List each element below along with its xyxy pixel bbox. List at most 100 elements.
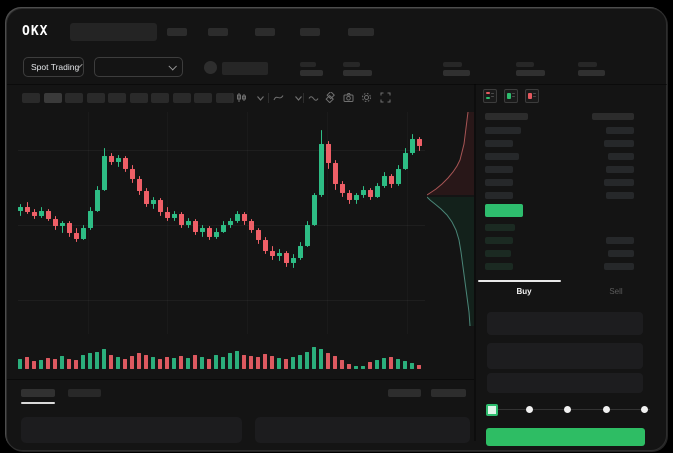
compare-icon[interactable] — [325, 92, 336, 103]
bid-row-price[interactable] — [485, 263, 513, 270]
candle — [319, 144, 324, 195]
book-asks-icon[interactable] — [525, 89, 539, 103]
timeframe-button-8[interactable] — [172, 93, 191, 103]
book-bids-icon[interactable] — [504, 89, 518, 103]
volume-bar — [25, 357, 29, 369]
order-field-3[interactable] — [487, 373, 643, 393]
caret-down-icon[interactable] — [294, 95, 305, 106]
order-field-2[interactable] — [487, 343, 643, 369]
candle — [417, 138, 422, 146]
timeframe-button-9[interactable] — [194, 93, 212, 103]
bid-row-price[interactable] — [485, 250, 511, 257]
bottom-action-1[interactable] — [388, 389, 421, 397]
volume-bar — [312, 346, 316, 369]
bid-row-amount[interactable] — [608, 250, 634, 257]
bottom-action-2[interactable] — [431, 389, 466, 397]
volume-bar — [333, 356, 337, 369]
ask-row-amount[interactable] — [606, 192, 634, 199]
ask-row-amount[interactable] — [606, 127, 634, 134]
book-combined-icon[interactable] — [483, 89, 497, 103]
candle — [186, 221, 191, 225]
timeframe-button-7[interactable] — [151, 93, 169, 103]
pair-selector-dropdown[interactable] — [94, 57, 183, 77]
timeframe-button-5[interactable] — [108, 93, 126, 103]
ask-row-price[interactable] — [485, 127, 521, 134]
bid-row-amount[interactable] — [604, 263, 634, 270]
nav-item-2[interactable] — [208, 28, 228, 36]
timeframe-button-3[interactable] — [65, 93, 83, 103]
bottom-panel-1 — [21, 417, 242, 443]
candle — [228, 221, 233, 225]
ask-row-price[interactable] — [485, 166, 513, 173]
bottom-tab-1[interactable] — [21, 389, 55, 397]
volume-bar — [249, 356, 253, 369]
timeframe-button-10[interactable] — [215, 93, 234, 103]
volume-bar — [116, 357, 120, 369]
ask-row-amount[interactable] — [604, 179, 634, 186]
bid-row-amount[interactable] — [606, 237, 634, 244]
volume-bar — [18, 358, 22, 369]
nav-item-1[interactable] — [167, 28, 187, 36]
candle — [333, 163, 338, 185]
bid-row-price[interactable] — [485, 237, 513, 244]
volume-bar — [389, 357, 393, 369]
okx-logo[interactable]: OKX — [22, 24, 49, 39]
candle — [368, 189, 373, 197]
stat-value-4 — [516, 70, 545, 76]
volume-bar — [46, 358, 50, 369]
camera-icon[interactable] — [343, 92, 354, 103]
ask-row-price[interactable] — [485, 140, 513, 147]
line-tools-icon[interactable] — [308, 92, 319, 103]
slider-stop-4[interactable] — [641, 406, 648, 413]
gridline-h — [18, 150, 425, 151]
ask-row-amount[interactable] — [606, 166, 634, 173]
volume-bar — [242, 354, 246, 369]
amount-slider-handle[interactable] — [486, 404, 498, 416]
ask-row-price[interactable] — [485, 192, 513, 199]
depth-chart — [427, 112, 474, 326]
order-field-1[interactable] — [487, 312, 643, 335]
volume-bar — [375, 359, 379, 369]
nav-item-5[interactable] — [348, 28, 374, 36]
candle — [102, 156, 107, 190]
header-divider — [7, 84, 667, 85]
candle — [389, 175, 394, 185]
slider-stop-1[interactable] — [525, 406, 533, 413]
nav-item-3[interactable] — [255, 28, 275, 36]
nav-item-4[interactable] — [300, 28, 320, 36]
timeframe-button-4[interactable] — [86, 93, 105, 103]
market-type-dropdown[interactable]: Spot Trading — [23, 57, 84, 77]
volume-bar — [158, 358, 162, 369]
caret-down-icon[interactable] — [256, 95, 267, 106]
bottom-tab-2[interactable] — [68, 389, 101, 397]
bid-row-price[interactable] — [485, 224, 515, 231]
candle — [81, 228, 86, 239]
search-input[interactable] — [70, 23, 157, 41]
indicators-icon[interactable] — [273, 92, 284, 103]
volume-bar — [67, 358, 71, 369]
tab-buy[interactable]: Buy — [516, 287, 532, 296]
ask-row-price[interactable] — [485, 153, 519, 160]
candle — [74, 233, 79, 239]
volume-bar — [102, 348, 106, 369]
candle — [137, 179, 142, 192]
ask-row-amount[interactable] — [608, 153, 634, 160]
timeframe-button-1[interactable] — [22, 93, 40, 103]
ask-row-amount[interactable] — [604, 140, 634, 147]
volume-bar — [200, 357, 204, 369]
slider-stop-2[interactable] — [564, 406, 571, 413]
settings-gear-icon[interactable] — [361, 92, 372, 103]
candle — [207, 228, 212, 237]
timeframe-button-2[interactable] — [43, 93, 62, 103]
last-price-badge[interactable] — [485, 204, 523, 217]
chart-type-icon[interactable] — [236, 92, 247, 103]
slider-stop-3[interactable] — [602, 406, 610, 413]
buy-submit-button[interactable] — [486, 428, 645, 446]
ask-row-price[interactable] — [485, 179, 513, 186]
tab-sell[interactable]: Sell — [609, 287, 623, 296]
volume-bar — [95, 352, 99, 369]
timeframe-button-6[interactable] — [129, 93, 148, 103]
volume-bar — [263, 353, 267, 369]
fullscreen-icon[interactable] — [380, 92, 391, 103]
